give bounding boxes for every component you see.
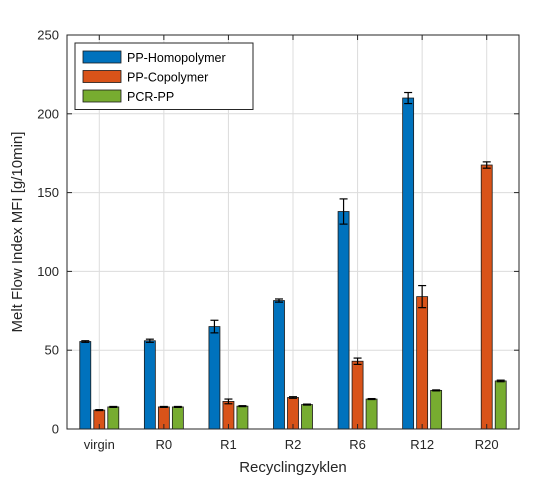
bar-pp-homopolymer-r6 [337,211,350,430]
error-bar [238,405,247,408]
error-bar [224,398,233,405]
error-bar [496,379,505,383]
bar-pcr-pp-r20 [494,380,507,430]
bar-pp-homopolymer-r1 [208,326,221,430]
error-bar [275,298,283,303]
y-axis-ticks: 0 50 100 150 200 250 [37,28,519,437]
error-bar [418,284,427,309]
bar-pcr-pp-r1 [236,405,249,430]
error-bar [109,405,118,409]
x-axis-ticks: virgin R0 R1 R2 R6 R12 R20 [84,35,499,452]
bar-pp-copolymer-r20 [480,164,493,430]
bar-pcr-pp-r0 [171,406,184,430]
error-bar [303,403,311,406]
bar-pp-homopolymer-r2 [273,300,285,430]
y-tick-label: 150 [37,185,59,200]
legend: PP-Homopolymer PP-Copolymer PCR-PP [74,42,254,110]
y-tick-label: 100 [37,264,59,279]
error-bar [210,319,219,334]
legend-swatch [82,70,122,83]
legend-swatch [82,50,122,64]
x-tick-label: R6 [349,437,366,452]
y-tick-label: 50 [45,343,59,358]
error-bar [81,340,90,343]
error-bar [482,161,491,169]
error-bar [145,338,154,343]
error-bar [432,389,441,392]
bar-pp-homopolymer-r12 [402,97,415,430]
error-bar [159,405,168,409]
error-bar [339,198,348,225]
x-tick-label: R1 [220,437,237,452]
error-bar [95,409,104,412]
error-bars [81,91,505,412]
y-tick-label: 0 [52,422,59,437]
y-tick-label: 200 [37,106,59,121]
error-bar [289,396,297,399]
legend-entry: PCR-PP [127,90,174,104]
bar-pp-copolymer-r6 [351,360,364,430]
bar-pp-homopolymer-r0 [143,340,156,430]
bar-pcr-pp-r12 [430,389,443,430]
bar-pp-homopolymer-virgin [79,341,92,430]
error-bar [173,405,182,409]
error-bar [353,357,362,365]
error-bar [404,91,413,105]
bar-pp-copolymer-r12 [416,296,429,430]
x-tick-label: R20 [475,437,499,452]
legend-entry: PP-Copolymer [127,71,208,85]
bar-pcr-pp-virgin [107,406,120,430]
legend-entry: PP-Homopolymer [127,51,226,65]
x-tick-label: R12 [410,437,434,452]
x-axis-label: Recyclingzyklen [239,459,347,476]
x-tick-label: R2 [285,437,302,452]
x-tick-label: virgin [84,437,115,452]
error-bar [367,397,376,401]
bar-pcr-pp-r2 [301,404,313,430]
x-tick-label: R0 [156,437,173,452]
y-axis-label: Melt Flow Index MFI [g/10min] [9,132,26,333]
legend-swatch [82,89,122,103]
bar-pcr-pp-r6 [365,398,378,430]
y-tick-label: 250 [37,28,59,43]
